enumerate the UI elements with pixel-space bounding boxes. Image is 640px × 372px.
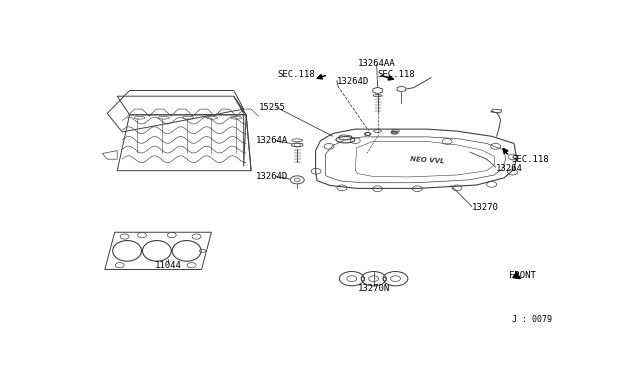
Text: 13264AA: 13264AA — [358, 59, 396, 68]
Text: J : 0079: J : 0079 — [511, 315, 552, 324]
Text: 13264A: 13264A — [256, 136, 289, 145]
Text: 13264D: 13264D — [256, 172, 289, 181]
Text: 13270: 13270 — [472, 203, 499, 212]
Text: 11044: 11044 — [155, 261, 182, 270]
Text: SEC.118: SEC.118 — [378, 70, 415, 79]
Text: 13264: 13264 — [495, 164, 522, 173]
Text: SEC.118: SEC.118 — [277, 70, 315, 79]
Text: FRONT: FRONT — [509, 271, 536, 280]
Text: 13270N: 13270N — [358, 284, 390, 293]
Text: NEO VVL: NEO VVL — [410, 155, 445, 164]
Text: SEC.118: SEC.118 — [511, 155, 549, 164]
Text: 13264D: 13264D — [337, 77, 369, 86]
Text: 15255: 15255 — [259, 103, 285, 112]
